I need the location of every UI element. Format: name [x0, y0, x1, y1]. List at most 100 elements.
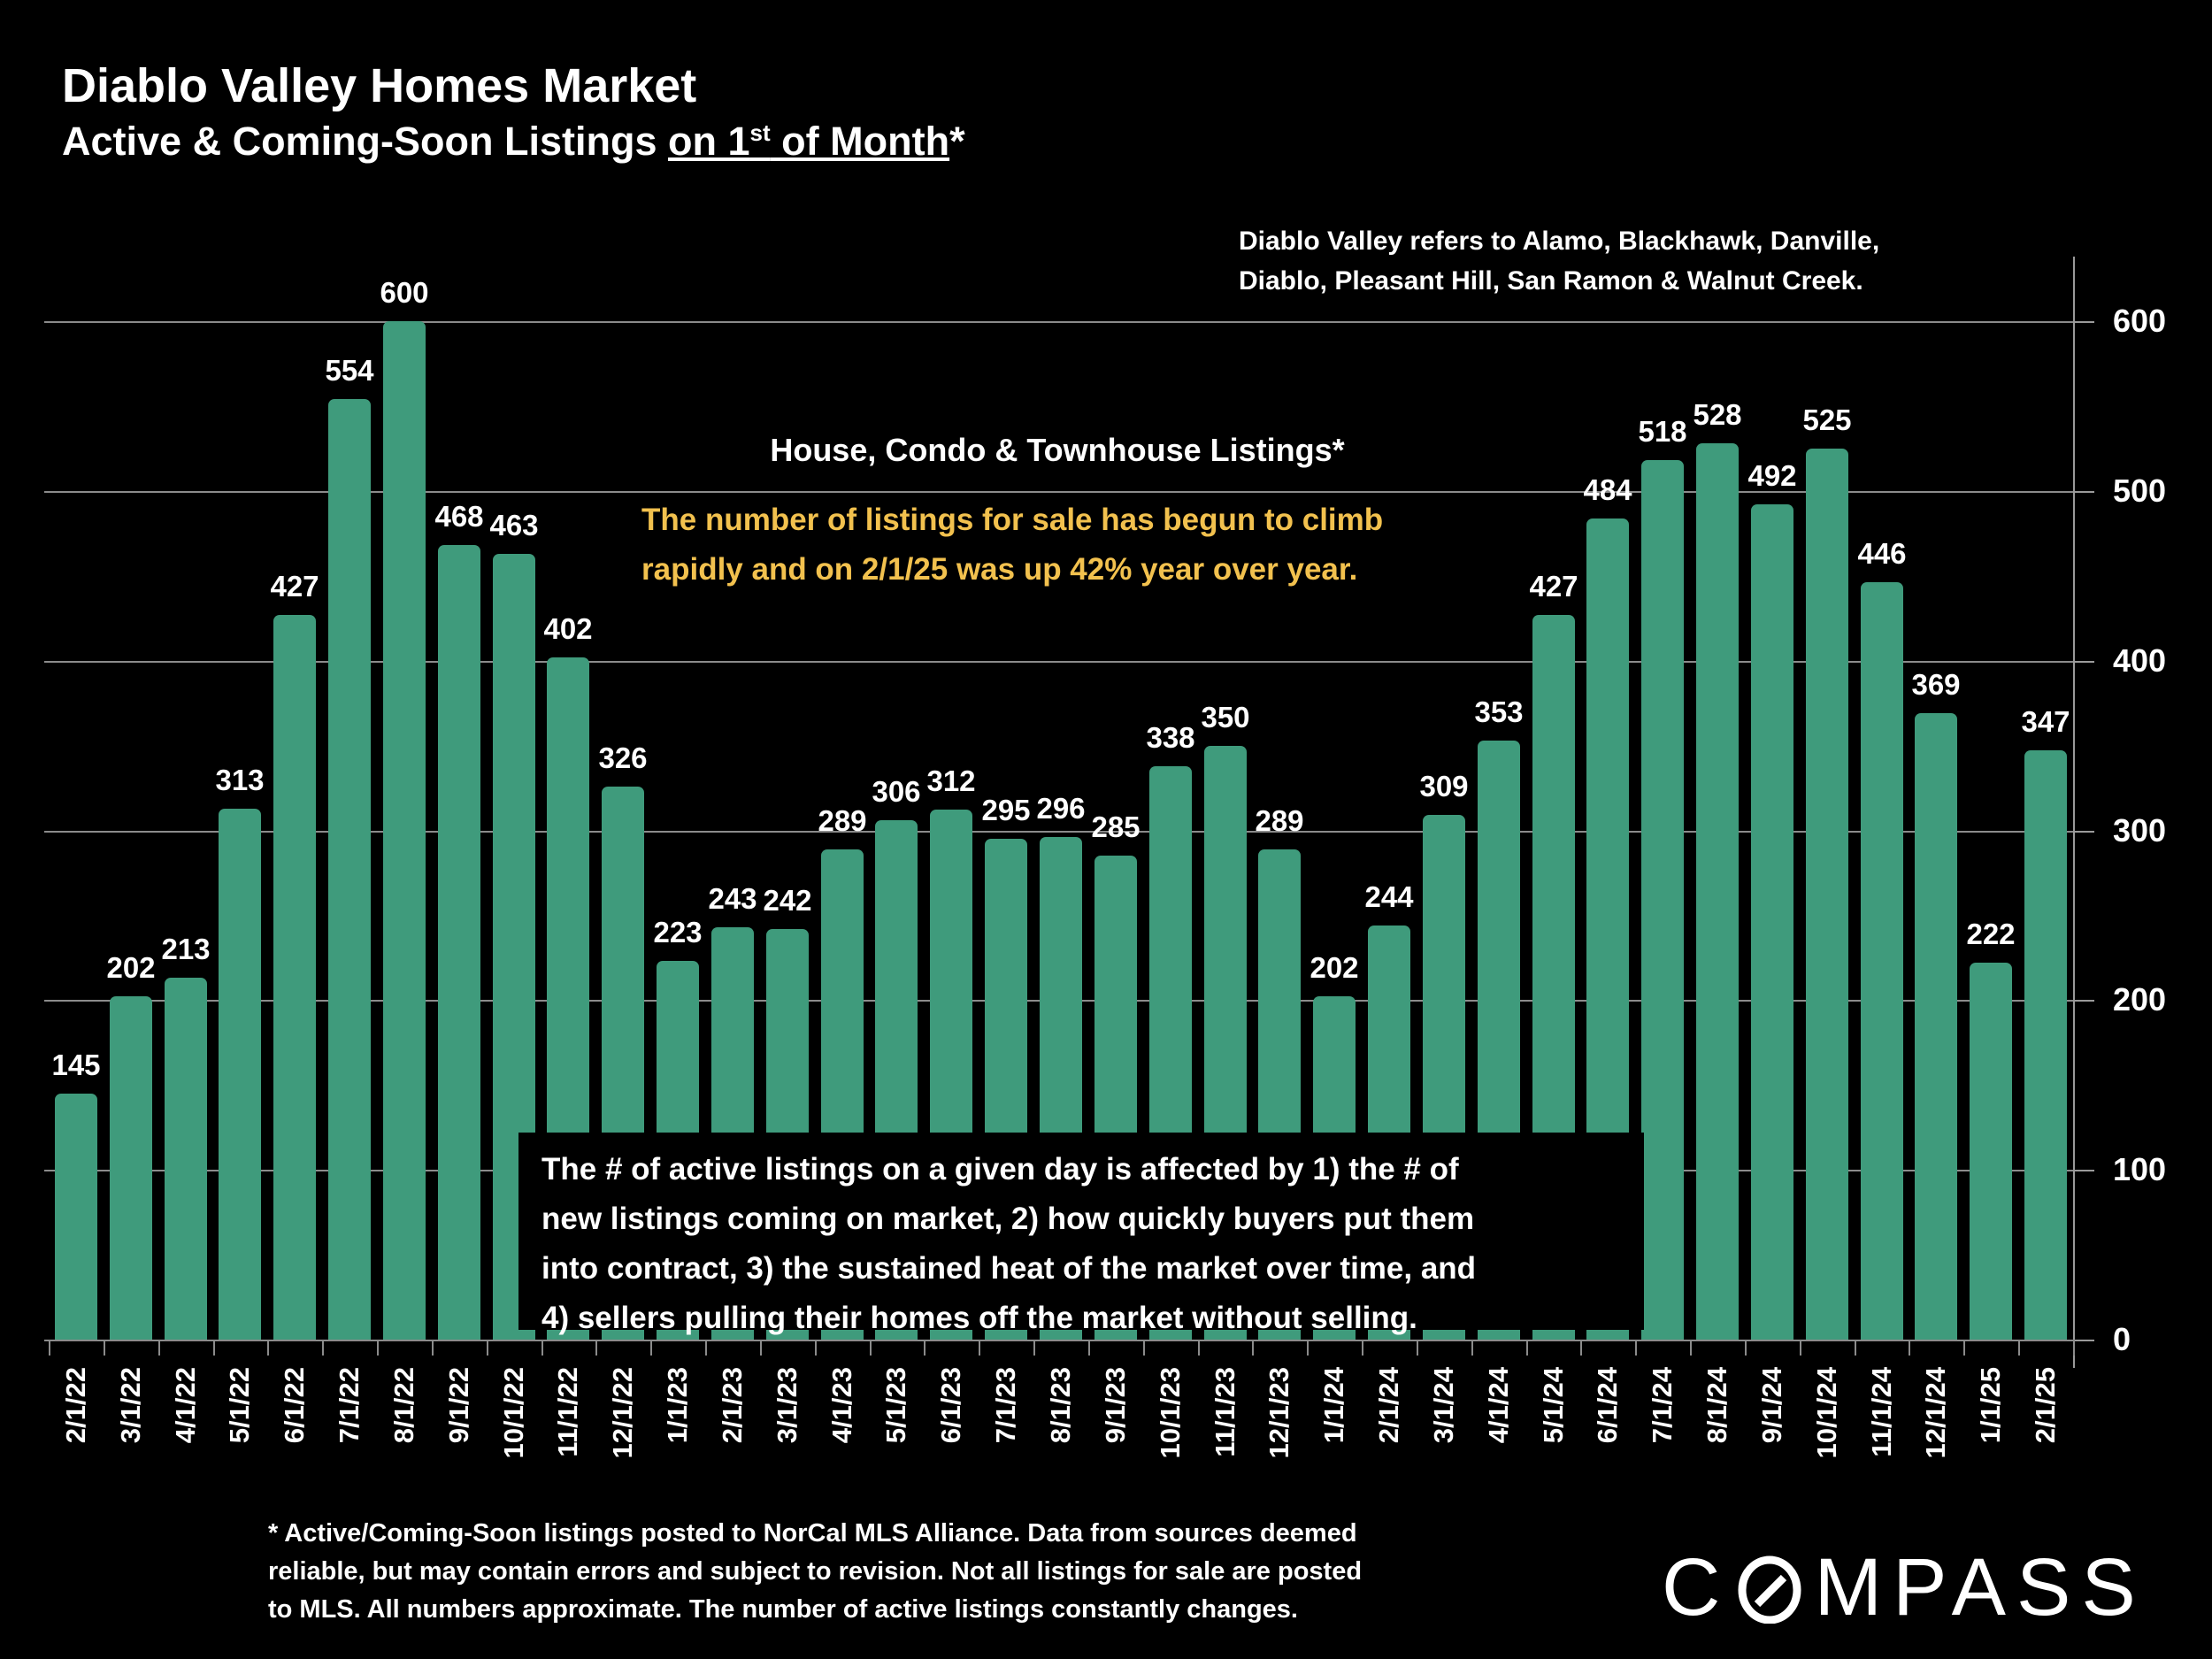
- region-definition-note: Diablo Valley refers to Alamo, Blackhawk…: [1239, 221, 1879, 301]
- x-axis-tick: [1745, 1340, 1747, 1356]
- x-axis-label: 5/1/22: [224, 1367, 255, 1444]
- bar-1/1/25: [1970, 963, 2012, 1340]
- x-axis-tick: [870, 1340, 872, 1356]
- x-axis-tick: [1198, 1340, 1200, 1356]
- bar-value-label: 326: [598, 741, 648, 774]
- bar-value-label: 350: [1201, 701, 1250, 733]
- x-axis-label: 5/1/23: [880, 1367, 911, 1444]
- y-axis-tick-0: [2073, 1340, 2094, 1341]
- x-axis-label: 3/1/23: [772, 1367, 803, 1444]
- bar-9/1/24: [1751, 504, 1793, 1340]
- y-axis-tick-400: [2073, 661, 2094, 663]
- y-axis-label-600: 600: [2113, 303, 2167, 339]
- subtitle-asterisk: *: [949, 119, 965, 164]
- y-axis-tick-600: [2073, 321, 2094, 323]
- x-axis-tick: [1635, 1340, 1637, 1356]
- x-axis-label: 4/1/24: [1483, 1367, 1514, 1444]
- x-axis-label: 8/1/23: [1045, 1367, 1076, 1444]
- y-axis-tick-300: [2073, 831, 2094, 833]
- bar-value-label: 295: [981, 794, 1031, 826]
- y-axis-label-300: 300: [2113, 812, 2167, 849]
- region-note-line1: Diablo Valley refers to Alamo, Blackhawk…: [1239, 227, 1880, 256]
- bar-11/1/24: [1861, 582, 1903, 1340]
- bar-value-label: 492: [1747, 459, 1797, 492]
- info-box-line2: new listings coming on market, 2) how qu…: [541, 1202, 1475, 1236]
- compass-logo: C MPASS: [1662, 1541, 2147, 1634]
- info-box-line3: into contract, 3) the sustained heat of …: [541, 1251, 1477, 1286]
- y-axis-tick-200: [2073, 1000, 2094, 1002]
- x-axis-label: 6/1/23: [935, 1367, 966, 1444]
- x-axis-tick: [979, 1340, 980, 1356]
- bar-value-label: 353: [1474, 695, 1524, 728]
- x-axis-label: 3/1/24: [1428, 1367, 1459, 1444]
- x-axis-label: 1/1/25: [1975, 1367, 2006, 1444]
- footnote-line1: * Active/Coming-Soon listings posted to …: [268, 1519, 1357, 1548]
- info-box: The # of active listings on a given day …: [518, 1133, 1644, 1335]
- bar-value-label: 427: [1529, 570, 1578, 603]
- bar-value-label: 525: [1802, 403, 1852, 436]
- x-axis-tick: [322, 1340, 324, 1356]
- bar-value-label: 222: [1966, 918, 2016, 950]
- bar-value-label: 518: [1638, 415, 1687, 448]
- x-axis-label: 7/1/22: [334, 1367, 365, 1444]
- x-axis-label: 10/1/24: [1811, 1367, 1842, 1459]
- series-label: House, Condo & Townhouse Listings*: [770, 432, 1345, 468]
- gridline-500: [44, 491, 2073, 493]
- x-axis-tick: [1855, 1340, 1856, 1356]
- x-axis-tick: [1307, 1340, 1309, 1356]
- x-axis-tick: [487, 1340, 488, 1356]
- subtitle-prefix: Active & Coming-Soon Listings: [62, 119, 669, 164]
- bar-value-label: 402: [543, 612, 593, 645]
- bar-12/1/24: [1915, 713, 1957, 1340]
- highlight-line2: rapidly and on 2/1/25 was up 42% year ov…: [641, 552, 1358, 587]
- x-axis-tick: [213, 1340, 215, 1356]
- y-axis-label-0: 0: [2113, 1321, 2131, 1357]
- subtitle-superscript: st: [749, 119, 771, 146]
- x-axis-label: 2/1/24: [1373, 1367, 1404, 1444]
- bar-value-label: 369: [1911, 668, 1961, 701]
- x-axis-label: 11/1/22: [552, 1367, 583, 1457]
- bar-8/1/24: [1696, 443, 1739, 1340]
- x-axis-label: 11/1/24: [1866, 1367, 1897, 1457]
- x-axis-tick: [1143, 1340, 1145, 1356]
- highlight-line1: The number of listings for sale has begu…: [641, 503, 1384, 537]
- subtitle-underlined: on 1st of Month: [668, 119, 950, 164]
- x-axis-tick: [1909, 1340, 1910, 1356]
- bar-value-label: 285: [1091, 810, 1141, 843]
- x-axis-label: 8/1/24: [1701, 1367, 1732, 1444]
- bar-value-label: 463: [489, 509, 539, 541]
- page-subtitle: Active & Coming-Soon Listings on 1st of …: [62, 119, 965, 165]
- bar-value-label: 296: [1036, 792, 1086, 825]
- footnote: * Active/Coming-Soon listings posted to …: [268, 1515, 1362, 1629]
- x-axis-tick: [104, 1340, 105, 1356]
- x-axis-label: 3/1/22: [115, 1367, 146, 1444]
- x-axis-label: 12/1/24: [1920, 1367, 1951, 1459]
- bar-value-label: 223: [653, 916, 703, 949]
- x-axis-tick: [1417, 1340, 1418, 1356]
- x-axis-tick: [1088, 1340, 1090, 1356]
- footnote-line2: reliable, but may contain errors and sub…: [268, 1557, 1363, 1586]
- bar-value-label: 289: [818, 804, 867, 837]
- x-axis-tick: [541, 1340, 543, 1356]
- logo-letters-mpass: MPASS: [1814, 1542, 2147, 1632]
- x-axis-label: 7/1/23: [990, 1367, 1021, 1444]
- bar-7/1/22: [328, 399, 371, 1340]
- x-axis-tick: [2073, 1340, 2075, 1356]
- logo-letter-c: C: [1662, 1542, 1732, 1632]
- x-axis-label: 10/1/23: [1155, 1367, 1186, 1459]
- bar-value-label: 306: [872, 775, 921, 808]
- y-axis-tick-100: [2073, 1170, 2094, 1171]
- page-title: Diablo Valley Homes Market: [62, 59, 697, 112]
- compass-logo-o-icon: [1738, 1555, 1801, 1624]
- x-axis-tick: [267, 1340, 269, 1356]
- y-axis-label-500: 500: [2113, 472, 2167, 509]
- x-axis-label: 10/1/22: [498, 1367, 529, 1459]
- bar-value-label: 213: [161, 933, 211, 965]
- y-axis-label-100: 100: [2113, 1151, 2167, 1187]
- bar-value-label: 600: [380, 276, 429, 309]
- bar-9/1/22: [438, 545, 480, 1340]
- x-axis-tick: [1690, 1340, 1692, 1356]
- x-axis-tick: [924, 1340, 926, 1356]
- bar-3/1/22: [110, 996, 152, 1340]
- x-axis-tick: [595, 1340, 597, 1356]
